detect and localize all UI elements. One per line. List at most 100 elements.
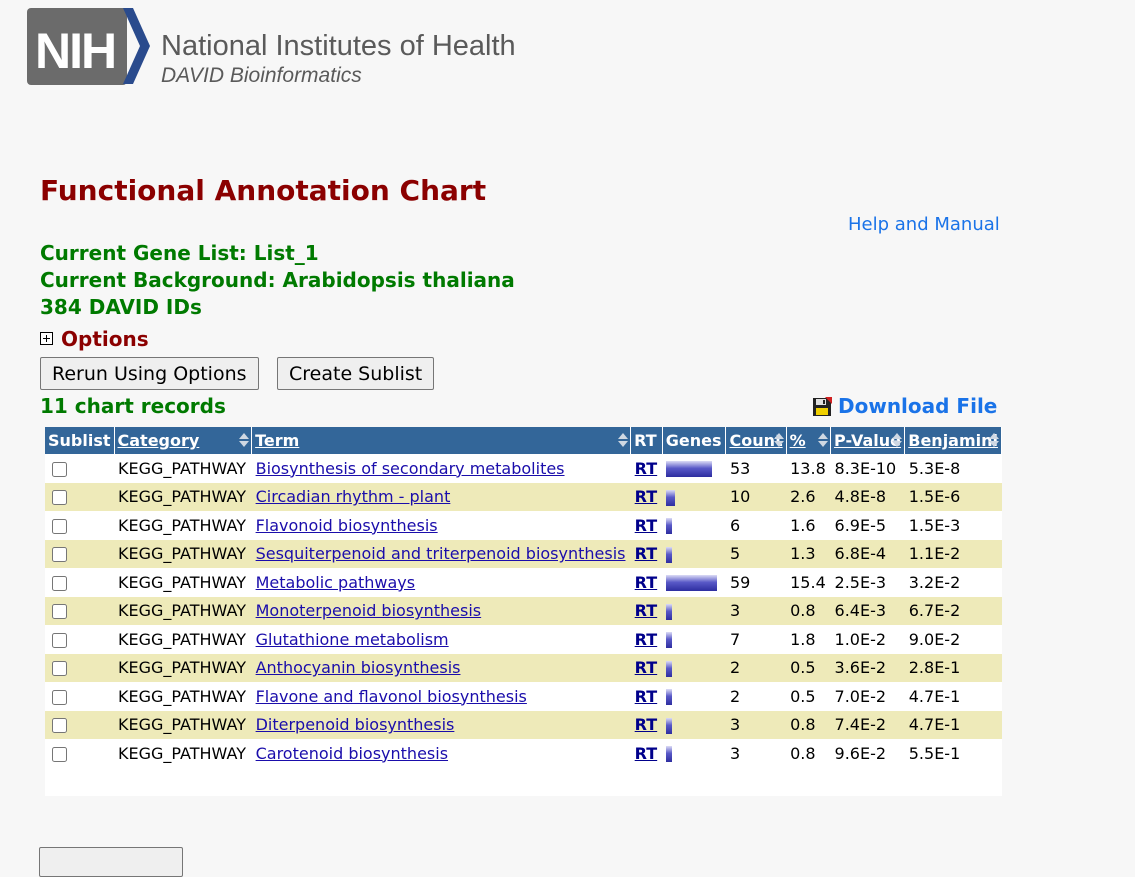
sublist-checkbox[interactable] xyxy=(52,575,67,591)
rt-link[interactable]: RT xyxy=(634,572,658,592)
header-count[interactable]: Count xyxy=(725,427,787,454)
term-cell: Flavone and flavonol biosynthesis xyxy=(251,682,631,711)
options-label[interactable]: Options xyxy=(61,327,149,351)
sublist-checkbox[interactable] xyxy=(52,547,67,563)
sort-category-link[interactable]: Category xyxy=(117,431,200,450)
rt-link[interactable]: RT xyxy=(634,629,658,649)
download-file-link[interactable]: Download File xyxy=(838,394,998,418)
genes-cell xyxy=(662,568,726,597)
term-link[interactable]: Biosynthesis of secondary metabolites xyxy=(255,458,565,478)
sublist-checkbox[interactable] xyxy=(52,518,67,534)
sublist-checkbox[interactable] xyxy=(52,661,67,677)
sort-count-link[interactable]: Count xyxy=(729,431,783,450)
page-title: Functional Annotation Chart xyxy=(40,174,487,207)
sort-arrows-icon[interactable] xyxy=(618,432,629,448)
term-link[interactable]: Flavonoid biosynthesis xyxy=(255,515,438,535)
term-link[interactable]: Anthocyanin biosynthesis xyxy=(255,658,461,678)
term-link[interactable]: Flavone and flavonol biosynthesis xyxy=(255,686,527,706)
pvalue-cell: 6.9E-5 xyxy=(830,511,905,540)
sort-term-link[interactable]: Term xyxy=(255,431,300,450)
genes-bar[interactable] xyxy=(666,632,673,649)
term-link[interactable]: Diterpenoid biosynthesis xyxy=(255,715,455,735)
rt-link[interactable]: RT xyxy=(634,487,658,507)
sublist-checkbox[interactable] xyxy=(52,718,67,734)
help-manual-link[interactable]: Help and Manual xyxy=(848,214,1000,235)
sort-arrows-icon[interactable] xyxy=(989,432,999,448)
genes-bar[interactable] xyxy=(666,461,713,478)
header-term[interactable]: Term xyxy=(251,427,632,454)
create-sublist-button[interactable]: Create Sublist xyxy=(277,357,435,390)
genes-bar[interactable] xyxy=(666,575,718,592)
term-link[interactable]: Metabolic pathways xyxy=(255,572,416,592)
genes-bar[interactable] xyxy=(666,489,676,506)
table-row: KEGG_PATHWAY Glutathione metabolism RT 7 1.8… xyxy=(45,625,1002,654)
genes-bar[interactable] xyxy=(666,660,673,677)
count-cell: 7 xyxy=(725,625,787,654)
header-pvalue[interactable]: P-Value xyxy=(830,427,906,454)
category-cell: KEGG_PATHWAY xyxy=(114,539,252,568)
sort-arrows-icon[interactable] xyxy=(773,432,784,448)
sort-arrows-icon[interactable] xyxy=(892,432,903,448)
percent-cell: 13.8 xyxy=(786,454,831,483)
sublist-checkbox[interactable] xyxy=(52,632,67,648)
genes-cell xyxy=(662,539,726,568)
rt-link[interactable]: RT xyxy=(634,715,658,735)
options-toggle[interactable]: Options xyxy=(40,327,149,351)
category-cell: KEGG_PATHWAY xyxy=(114,596,252,625)
sublist-checkbox[interactable] xyxy=(52,490,67,506)
sublist-checkbox[interactable] xyxy=(52,689,67,705)
category-cell: KEGG_PATHWAY xyxy=(114,739,252,768)
nih-chevron-icon xyxy=(123,8,150,84)
pvalue-cell: 6.8E-4 xyxy=(830,539,905,568)
term-link[interactable]: Circadian rhythm - plant xyxy=(255,487,451,507)
genes-bar[interactable] xyxy=(666,717,673,734)
term-link[interactable]: Sesquiterpenoid and triterpenoid biosynt… xyxy=(255,544,626,564)
percent-cell: 1.3 xyxy=(786,539,831,568)
genes-bar[interactable] xyxy=(666,746,673,763)
sublist-checkbox[interactable] xyxy=(52,604,67,620)
count-cell: 2 xyxy=(725,653,787,682)
rt-link[interactable]: RT xyxy=(634,544,658,564)
benjamini-cell: 5.3E-8 xyxy=(904,454,1002,483)
floppy-disk-icon[interactable] xyxy=(812,396,832,417)
rt-link[interactable]: RT xyxy=(634,686,658,706)
term-link[interactable]: Monoterpenoid biosynthesis xyxy=(255,601,482,621)
rt-link[interactable]: RT xyxy=(634,515,658,535)
genes-bar[interactable] xyxy=(666,546,673,563)
genes-bar[interactable] xyxy=(666,603,673,620)
table-row: KEGG_PATHWAY Monoterpenoid biosynthesis RT… xyxy=(45,596,1002,625)
sublist-cell xyxy=(45,539,115,568)
rerun-options-button[interactable]: Rerun Using Options xyxy=(40,357,259,390)
sublist-checkbox[interactable] xyxy=(52,746,67,762)
rt-link[interactable]: RT xyxy=(634,458,658,478)
benjamini-cell: 1.5E-6 xyxy=(904,482,1002,511)
benjamini-cell: 4.7E-1 xyxy=(904,710,1002,739)
term-link[interactable]: Glutathione metabolism xyxy=(255,629,449,649)
plus-box-icon[interactable] xyxy=(40,332,53,345)
sort-percent-link[interactable]: % xyxy=(789,431,806,450)
sort-arrows-icon[interactable] xyxy=(239,432,250,448)
genes-bar[interactable] xyxy=(666,518,673,535)
genes-cell xyxy=(662,482,726,511)
nih-logo-letters: NIH xyxy=(35,23,117,79)
term-cell: Flavonoid biosynthesis xyxy=(251,511,631,540)
download-file[interactable]: Download File xyxy=(812,394,997,419)
rt-link[interactable]: RT xyxy=(634,658,658,678)
genes-bar[interactable] xyxy=(666,689,673,706)
sublist-checkbox[interactable] xyxy=(52,461,67,477)
term-link[interactable]: Carotenoid biosynthesis xyxy=(255,743,449,763)
count-cell: 3 xyxy=(725,710,787,739)
category-cell: KEGG_PATHWAY xyxy=(114,653,252,682)
rt-link[interactable]: RT xyxy=(634,743,658,763)
sublist-cell xyxy=(45,682,115,711)
rt-cell: RT xyxy=(630,625,663,654)
sort-arrows-icon[interactable] xyxy=(818,432,829,448)
sort-pvalue-link[interactable]: P-Value xyxy=(834,431,901,450)
header-percent[interactable]: % xyxy=(786,427,832,454)
rt-link[interactable]: RT xyxy=(634,601,658,621)
bottom-button[interactable] xyxy=(39,847,183,877)
header-benjamini[interactable]: Benjamini xyxy=(904,427,1002,454)
sort-benjamini-link[interactable]: Benjamini xyxy=(908,431,998,450)
table-body: KEGG_PATHWAY Biosynthesis of secondary me… xyxy=(45,454,1002,796)
header-category[interactable]: Category xyxy=(114,427,253,454)
